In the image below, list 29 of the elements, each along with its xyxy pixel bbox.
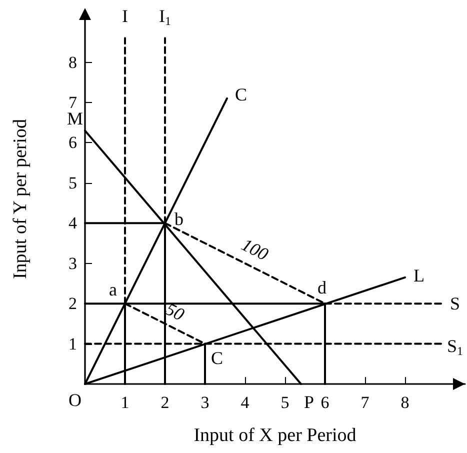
x-tick-label: 7	[360, 393, 370, 412]
y-tick-label: 4	[68, 214, 78, 233]
x-tick-label: 4	[240, 393, 250, 412]
x-tick-label: 8	[400, 393, 410, 412]
annotation: P	[304, 392, 314, 412]
x-tick-label: 1	[120, 393, 130, 412]
y-tick-label: 6	[68, 133, 77, 152]
y-axis-title: Input of Y per period	[10, 118, 31, 280]
annotation: a	[109, 280, 117, 300]
annotation: C	[234, 84, 248, 104]
annotation: L	[414, 265, 424, 286]
annotation: d	[318, 278, 326, 298]
y-tick-label: 5	[68, 173, 77, 192]
y-tick-label: 8	[68, 52, 77, 72]
annotation: S	[450, 294, 460, 314]
annotation: 50	[162, 298, 188, 325]
x-tick-label: 3	[200, 393, 210, 412]
annotation: b	[174, 209, 184, 230]
x-tick-label: 6	[320, 393, 330, 412]
x-tick-label: 5	[280, 393, 290, 412]
annotation: C	[210, 348, 224, 368]
annotation: I	[122, 6, 128, 26]
y-tick-label: 2	[68, 294, 77, 314]
x-axis-title: Input of X per Period	[194, 425, 357, 446]
y-tick-label: 3	[68, 254, 77, 273]
annotation: 100	[238, 234, 272, 264]
y-tick-label: 1	[68, 334, 77, 354]
annotation: O	[68, 390, 82, 410]
x-tick-label: 2	[160, 393, 170, 412]
